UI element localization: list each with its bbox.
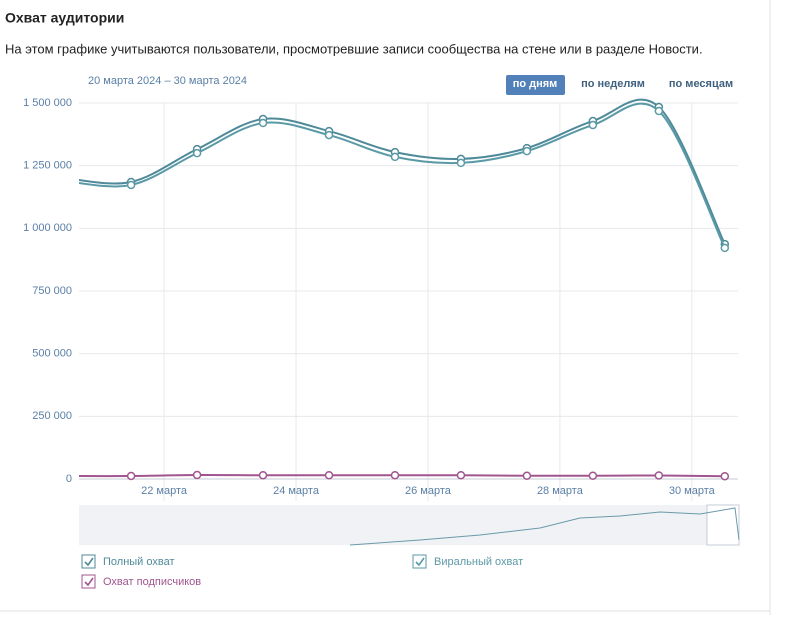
- legend-label: Виральный охват: [434, 556, 523, 568]
- data-point: [126, 180, 136, 190]
- data-point: [720, 471, 730, 481]
- data-point: [522, 146, 532, 156]
- y-tick-label: 750 000: [32, 285, 72, 297]
- navigator-window[interactable]: [706, 504, 740, 546]
- data-point: [62, 178, 69, 185]
- data-point: [258, 470, 268, 480]
- legend-label: Полный охват: [103, 556, 175, 568]
- data-point: [324, 130, 334, 140]
- data-point: [192, 470, 202, 480]
- series-line: [79, 102, 726, 249]
- data-point: [522, 471, 532, 480]
- data-point: [390, 152, 400, 162]
- plot-series: [62, 98, 730, 481]
- y-tick-label: 1 250 000: [23, 160, 72, 172]
- navigator-line: [349, 507, 740, 546]
- x-tick-label: 22 марта: [141, 485, 188, 497]
- y-tick-label: 250 000: [32, 410, 72, 422]
- y-tick-label: 0: [66, 473, 72, 485]
- data-point: [588, 120, 598, 130]
- data-point: [720, 243, 730, 253]
- data-point: [654, 106, 664, 116]
- legend-checkbox[interactable]: [81, 554, 96, 569]
- navigator[interactable]: [79, 505, 739, 545]
- x-tick-label: 28 марта: [537, 485, 584, 497]
- data-point: [654, 471, 664, 480]
- y-tick-label: 500 000: [32, 348, 72, 360]
- date-range[interactable]: 20 марта 2024 – 30 марта 2024: [88, 75, 247, 87]
- period-button[interactable]: по месяцам: [669, 78, 733, 90]
- data-point: [192, 148, 202, 158]
- data-point: [456, 470, 466, 480]
- data-point: [62, 175, 69, 182]
- data-point: [390, 470, 400, 480]
- y-tick-label: 1 500 000: [23, 97, 72, 109]
- legend-check: [415, 557, 425, 567]
- y-tick-label: 1 000 000: [23, 222, 72, 234]
- legend-check: [84, 577, 94, 587]
- legend-check: [84, 557, 94, 567]
- data-point: [324, 470, 334, 480]
- legend-checkbox[interactable]: [412, 554, 427, 569]
- series-line: [79, 98, 726, 245]
- x-tick-label: 24 марта: [273, 485, 320, 497]
- data-point: [258, 118, 268, 128]
- description: На этом графике учитываются пользователи…: [5, 41, 703, 56]
- legend-label: Охват подписчиков: [103, 576, 201, 588]
- data-point: [126, 471, 136, 481]
- legend-checkbox[interactable]: [81, 574, 96, 589]
- title: Охват аудитории: [5, 10, 124, 26]
- x-tick-label: 26 марта: [405, 485, 452, 497]
- active-button[interactable]: [506, 75, 565, 95]
- period-button[interactable]: по неделям: [581, 78, 645, 90]
- x-tick-label: 30 марта: [669, 485, 716, 497]
- data-point: [588, 471, 598, 480]
- data-point: [456, 158, 466, 168]
- period-button[interactable]: по дням: [513, 78, 558, 90]
